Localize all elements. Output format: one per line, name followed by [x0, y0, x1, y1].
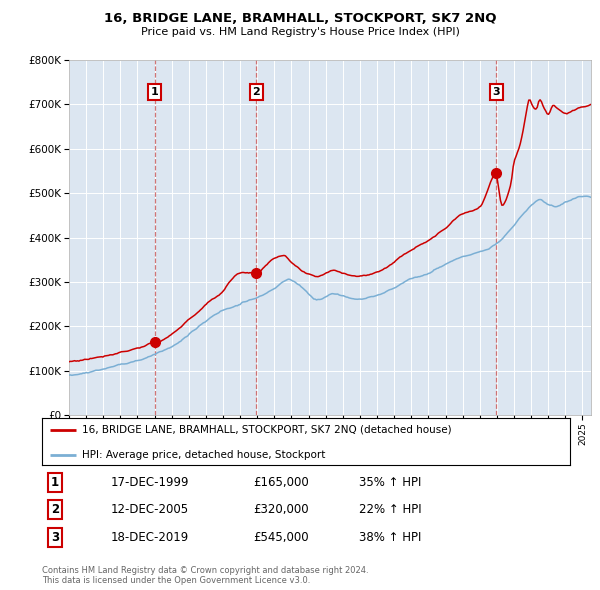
Text: 16, BRIDGE LANE, BRAMHALL, STOCKPORT, SK7 2NQ (detached house): 16, BRIDGE LANE, BRAMHALL, STOCKPORT, SK…	[82, 425, 451, 435]
Text: £545,000: £545,000	[253, 531, 309, 544]
Text: Price paid vs. HM Land Registry's House Price Index (HPI): Price paid vs. HM Land Registry's House …	[140, 28, 460, 37]
Text: 2: 2	[51, 503, 59, 516]
Text: HPI: Average price, detached house, Stockport: HPI: Average price, detached house, Stoc…	[82, 450, 325, 460]
Text: 16, BRIDGE LANE, BRAMHALL, STOCKPORT, SK7 2NQ: 16, BRIDGE LANE, BRAMHALL, STOCKPORT, SK…	[104, 12, 496, 25]
Text: 35% ↑ HPI: 35% ↑ HPI	[359, 476, 421, 489]
Text: 18-DEC-2019: 18-DEC-2019	[110, 531, 189, 544]
Text: 12-DEC-2005: 12-DEC-2005	[110, 503, 189, 516]
Text: 22% ↑ HPI: 22% ↑ HPI	[359, 503, 421, 516]
Text: £165,000: £165,000	[253, 476, 309, 489]
Text: 2: 2	[253, 87, 260, 97]
Text: 3: 3	[493, 87, 500, 97]
Text: Contains HM Land Registry data © Crown copyright and database right 2024.
This d: Contains HM Land Registry data © Crown c…	[42, 566, 368, 585]
Text: 1: 1	[51, 476, 59, 489]
Text: 17-DEC-1999: 17-DEC-1999	[110, 476, 189, 489]
Text: 38% ↑ HPI: 38% ↑ HPI	[359, 531, 421, 544]
Text: 1: 1	[151, 87, 158, 97]
Text: 3: 3	[51, 531, 59, 544]
Text: £320,000: £320,000	[253, 503, 309, 516]
